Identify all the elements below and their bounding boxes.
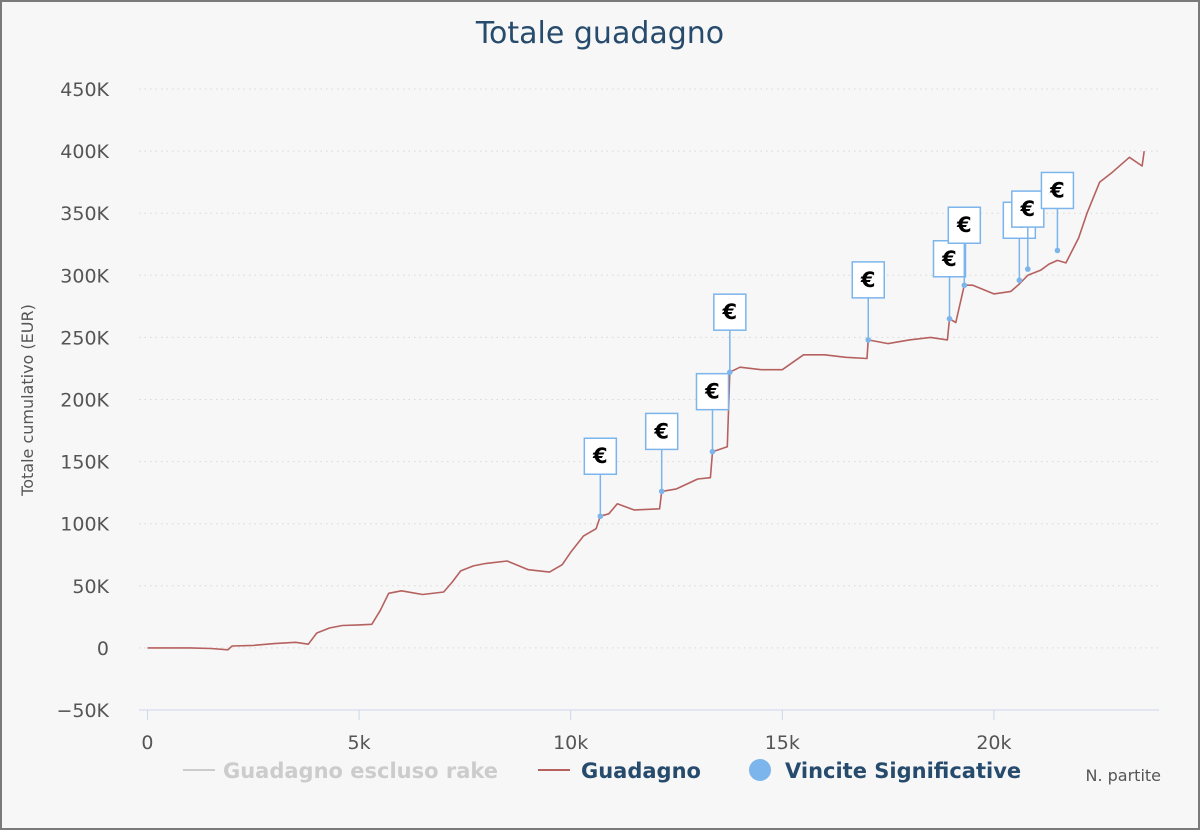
flag-vincita[interactable]: € [583,437,618,520]
flag-point [658,488,665,495]
y-axis-title: Totale cumulativo (EUR) [18,304,37,497]
y-tick-label: 400K [60,141,109,163]
flag-label: € [1049,178,1065,202]
x-tick-label: 10k [553,732,588,754]
y-tick-label: 50K [72,576,109,598]
legend-label[interactable]: Guadagno [581,759,701,783]
flag-vincita[interactable]: € [695,372,730,455]
y-tick-label: 250K [60,327,109,349]
series-line-guadagno [147,150,1145,651]
legend-label[interactable]: Vincite Significative [785,759,1021,783]
flag-box [583,437,618,475]
flag-label: € [653,419,669,443]
flag-label: € [941,247,957,271]
x-tick-label: 5k [348,732,371,754]
flag-box [1040,171,1075,210]
y-tick-label: 450K [60,79,109,101]
flag-point [1024,266,1031,272]
flag-box [713,293,747,331]
x-axis-ticks: 0 5k 10k 15k 20k [141,710,1012,754]
x-axis-title: N. partite [1085,766,1161,785]
y-tick-label: 350K [60,203,109,225]
legend: Guadagno escluso rake Guadagno Vincite Sig… [183,759,1021,783]
flag-label: € [1019,197,1035,221]
flag-label: € [722,300,738,324]
flag-label: € [956,213,972,237]
series-layer [147,150,1145,651]
y-axis-ticks: −50K 0 50K 100K 150K 200K 250K 300K 350K 400K 450K [56,79,109,722]
y-tick-label: 300K [60,265,109,287]
flag-point [1016,277,1023,284]
flag-vincita[interactable]: € [851,261,885,343]
legend-label[interactable]: Guadagno escluso rake [223,759,498,783]
chart-title: Totale guadagno [475,16,724,51]
flag-point [709,448,716,455]
legend-marker-icon [749,759,771,781]
legend-item[interactable]: Guadagno [538,759,701,783]
legend-item[interactable]: Guadagno escluso rake [183,759,498,783]
y-tick-label: 200K [60,390,109,412]
grid-lines [139,88,1159,649]
x-tick-label: 0 [141,732,153,754]
flag-vincita[interactable]: € [947,206,982,289]
flag-point [727,369,733,375]
flag-box [932,240,967,278]
flag-box [644,412,679,451]
flag-box [695,372,730,411]
y-tick-label: −50K [56,700,109,722]
y-tick-label: 100K [60,514,109,536]
legend-item[interactable]: Vincite Significative [749,759,1021,783]
y-tick-label: 0 [97,638,109,660]
flag-point [961,282,968,289]
x-tick-label: 20k [976,732,1011,754]
flag-point [865,337,872,343]
flag-box [851,261,885,299]
x-tick-label: 15k [765,732,800,754]
flag-point [1054,247,1061,254]
flag-point [946,315,953,322]
flag-vincita[interactable]: € [713,293,747,375]
y-tick-label: 150K [60,452,109,474]
flag-box [947,206,982,244]
flag-label: € [860,268,876,292]
flag-vincita[interactable]: € [932,240,967,322]
flag-label: € [704,380,720,404]
flag-vincita[interactable]: € [644,412,679,495]
flag-vincita[interactable]: € [1040,171,1075,254]
flag-label: € [592,444,608,468]
flags-layer: €€€€€€€€€€ [583,171,1075,520]
flag-point [597,513,604,520]
